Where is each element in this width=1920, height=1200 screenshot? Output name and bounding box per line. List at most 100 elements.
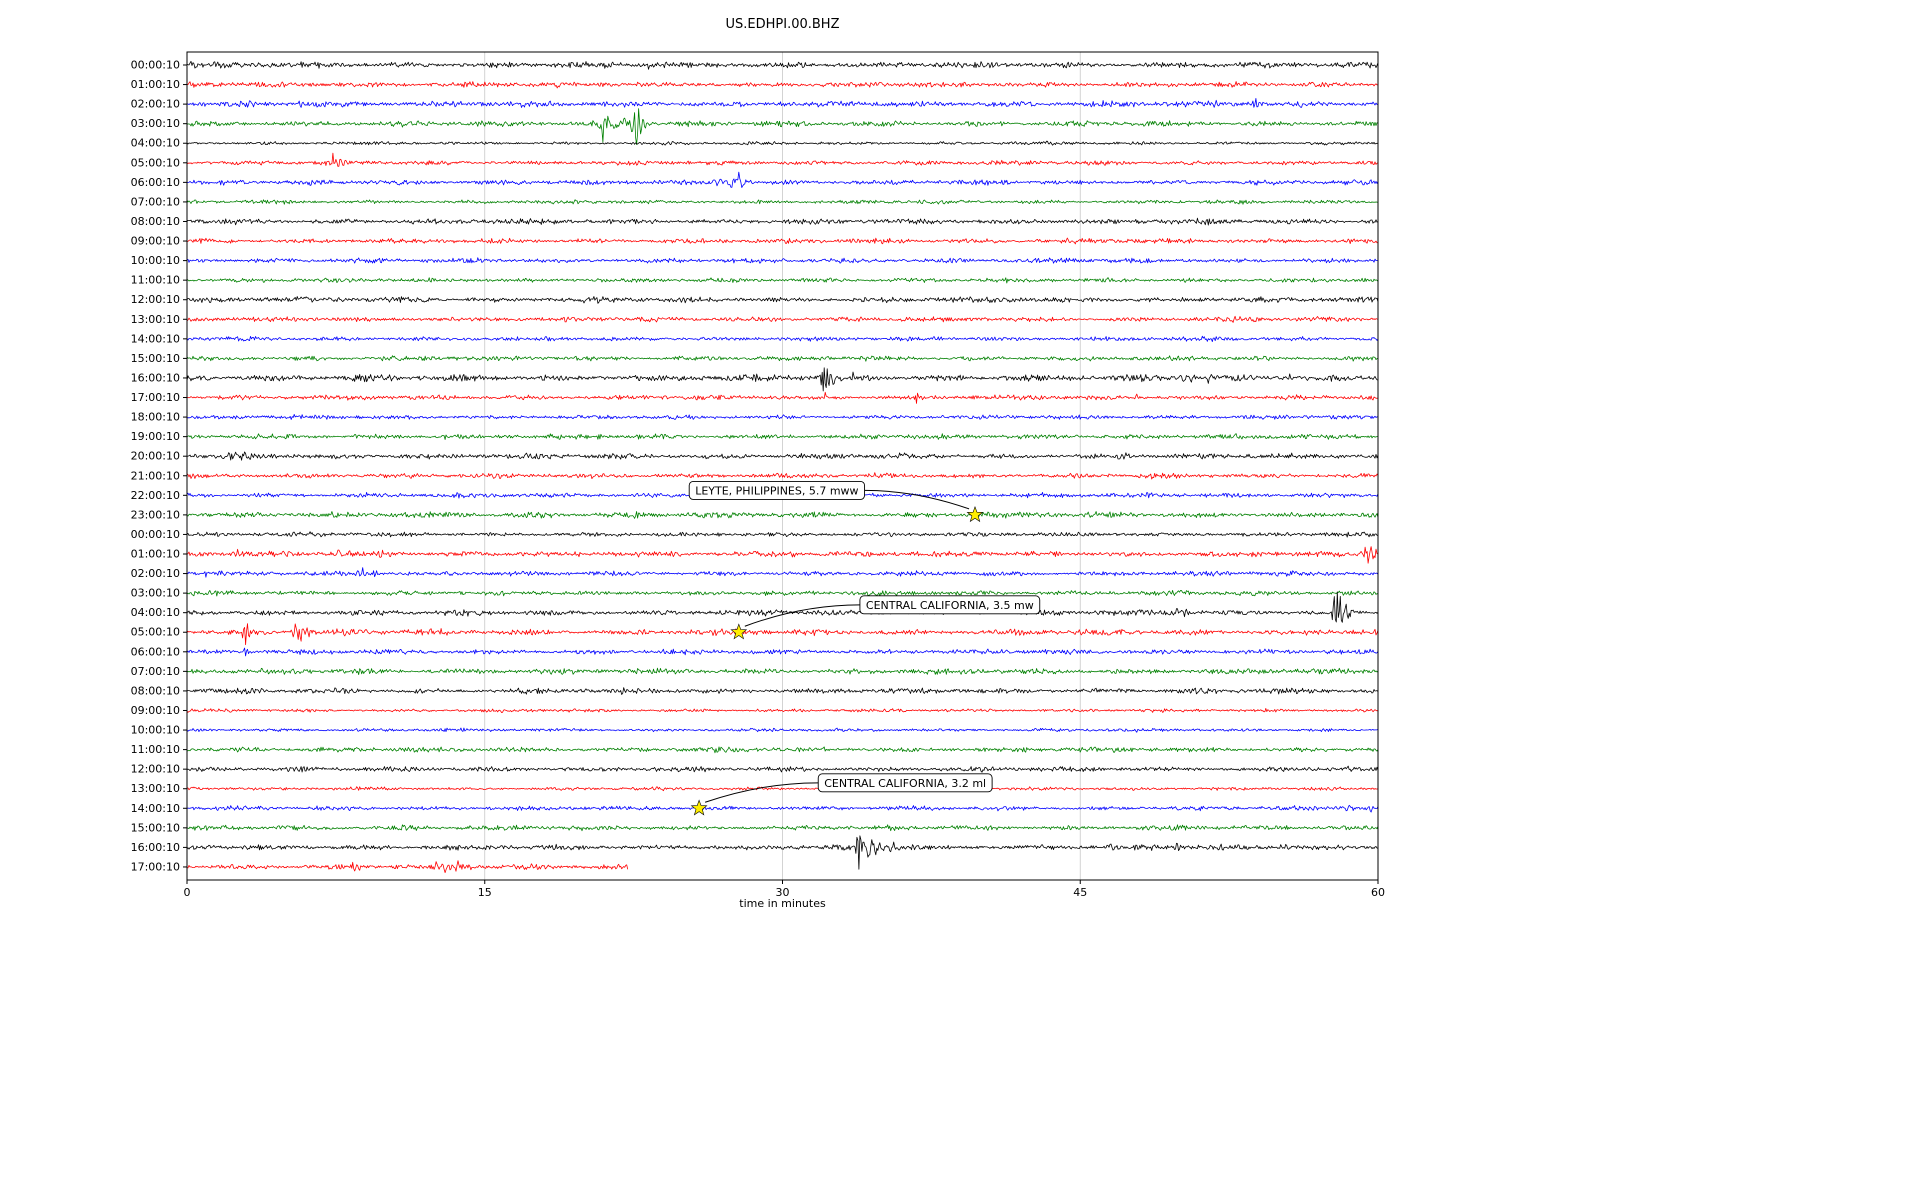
- trace-row: [186, 590, 1379, 597]
- row-label: 08:00:10: [131, 684, 180, 697]
- trace-row: [186, 81, 1379, 89]
- event-label: CENTRAL CALIFORNIA, 3.2 ml: [824, 777, 986, 790]
- row-label: 07:00:10: [131, 195, 180, 208]
- x-axis-label: time in minutes: [739, 897, 826, 910]
- event-label: LEYTE, PHILIPPINES, 5.7 mww: [695, 484, 858, 497]
- trace-row: [186, 860, 629, 873]
- trace-row: [186, 687, 1379, 695]
- row-label: 10:00:10: [131, 254, 180, 267]
- event-annotation: CENTRAL CALIFORNIA, 3.2 ml: [690, 773, 993, 816]
- trace-row: [186, 472, 1379, 480]
- trace-row: [186, 391, 1379, 404]
- row-label: 11:00:10: [131, 274, 180, 287]
- row-label: 11:00:10: [131, 743, 180, 756]
- row-label: 23:00:10: [131, 508, 180, 521]
- event-label-box: [688, 480, 866, 500]
- event-star-icon: [730, 623, 748, 640]
- row-label: 16:00:10: [131, 841, 180, 854]
- row-label: 20:00:10: [131, 450, 180, 463]
- trace-row: [186, 257, 1379, 264]
- trace-row: [186, 171, 1379, 188]
- event-star-icon: [966, 506, 984, 523]
- event-connector: [864, 489, 970, 510]
- x-tick-label: 45: [1073, 886, 1087, 899]
- trace-row: [186, 217, 1379, 226]
- row-label: 03:00:10: [131, 587, 180, 600]
- trace-row: [186, 199, 1379, 205]
- trace-row: [186, 746, 1379, 754]
- row-label: 09:00:10: [131, 235, 180, 248]
- trace-row: [186, 647, 1379, 657]
- trace-row: [186, 546, 1379, 564]
- trace-row: [186, 667, 1379, 675]
- row-label: 04:00:10: [131, 606, 180, 619]
- row-label: 15:00:10: [131, 821, 180, 834]
- row-label: 08:00:10: [131, 215, 180, 228]
- event-label-box: [859, 595, 1041, 615]
- row-label: 07:00:10: [131, 665, 180, 678]
- trace-row: [186, 835, 1378, 870]
- event-label-box: [817, 773, 993, 793]
- trace-row: [186, 531, 1379, 538]
- row-label: 22:00:10: [131, 489, 180, 502]
- trace-row: [186, 591, 1379, 623]
- trace-row: [186, 727, 1378, 733]
- row-label: 19:00:10: [131, 430, 180, 443]
- event-connector: [744, 604, 860, 627]
- row-label: 05:00:10: [131, 156, 180, 169]
- trace-row: [186, 98, 1379, 108]
- trace-row: [186, 296, 1379, 304]
- trace-row: [186, 765, 1379, 773]
- x-tick-label: 15: [478, 886, 492, 899]
- trace-row: [186, 786, 1379, 792]
- trace-row: [186, 567, 1379, 578]
- row-label: 06:00:10: [131, 645, 180, 658]
- event-star-icon: [690, 799, 708, 816]
- trace-row: [186, 367, 1379, 392]
- row-label: 01:00:10: [131, 78, 180, 91]
- row-label: 14:00:10: [131, 332, 180, 345]
- row-label: 05:00:10: [131, 626, 180, 639]
- trace-row: [186, 315, 1379, 323]
- trace-row: [186, 708, 1379, 713]
- row-label: 21:00:10: [131, 469, 180, 482]
- row-label: 17:00:10: [131, 860, 180, 873]
- event-label: CENTRAL CALIFORNIA, 3.5 mw: [866, 599, 1034, 612]
- trace-row: [187, 60, 1379, 70]
- trace-row: [186, 152, 1379, 167]
- row-label: 16:00:10: [131, 371, 180, 384]
- trace-row: [186, 824, 1379, 832]
- trace-row: [186, 355, 1379, 362]
- trace-row: [186, 804, 1379, 813]
- row-label: 18:00:10: [131, 411, 180, 424]
- row-label: 10:00:10: [131, 724, 180, 737]
- row-label: 12:00:10: [131, 293, 180, 306]
- event-connector: [704, 782, 819, 803]
- trace-row: [186, 237, 1379, 245]
- trace-row: [186, 623, 1379, 646]
- event-annotation: LEYTE, PHILIPPINES, 5.7 mww: [688, 480, 984, 523]
- row-label: 01:00:10: [131, 548, 180, 561]
- trace-row: [186, 433, 1379, 440]
- trace-row: [186, 140, 1378, 146]
- row-label: 00:00:10: [131, 528, 180, 541]
- trace-row: [186, 413, 1379, 420]
- row-label: 02:00:10: [131, 98, 180, 111]
- event-annotation: CENTRAL CALIFORNIA, 3.5 mw: [730, 595, 1041, 640]
- row-label: 06:00:10: [131, 176, 180, 189]
- trace-row: [186, 511, 1379, 519]
- row-label: 03:00:10: [131, 117, 180, 130]
- x-tick-label: 60: [1371, 886, 1385, 899]
- row-label: 02:00:10: [131, 567, 180, 580]
- trace-row: [186, 108, 1379, 146]
- row-label: 14:00:10: [131, 802, 180, 815]
- row-label: 17:00:10: [131, 391, 180, 404]
- row-label: 09:00:10: [131, 704, 180, 717]
- trace-row: [186, 277, 1379, 284]
- row-label: 12:00:10: [131, 763, 180, 776]
- page-title: US.EDHPI.00.BHZ: [725, 17, 840, 32]
- row-label: 15:00:10: [131, 352, 180, 365]
- row-label: 04:00:10: [131, 137, 180, 150]
